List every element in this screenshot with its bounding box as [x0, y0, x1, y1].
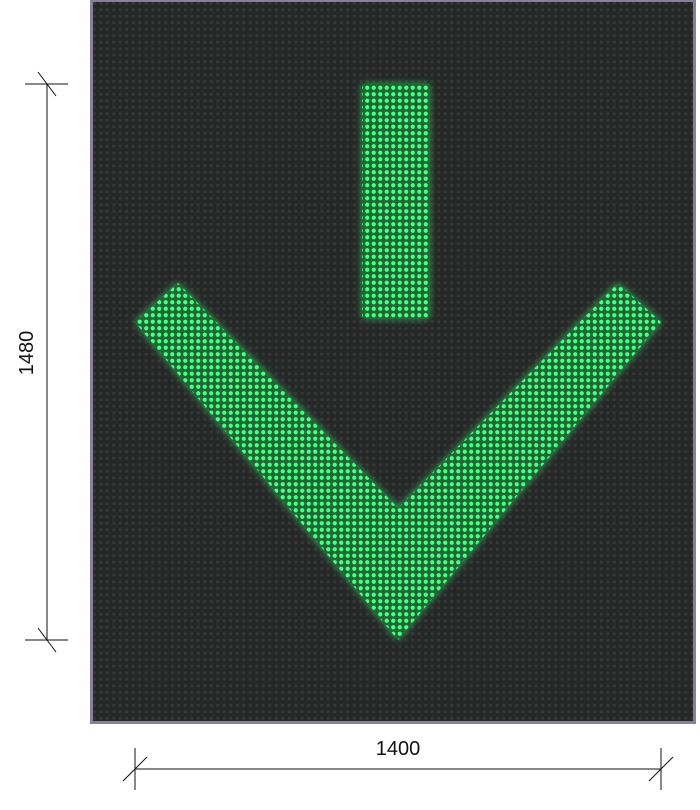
down-arrow-icon [135, 84, 661, 640]
height-label: 1480 [16, 331, 38, 376]
arrow-shaft [362, 84, 429, 318]
arrow-chevron [135, 283, 661, 640]
width-tick-left [122, 756, 148, 782]
width-tick-right [648, 756, 674, 782]
width-dimension [122, 748, 674, 790]
height-tick-top [37, 71, 57, 97]
width-label: 1400 [376, 738, 421, 760]
height-tick-bottom [37, 627, 57, 653]
height-dimension [25, 71, 68, 653]
